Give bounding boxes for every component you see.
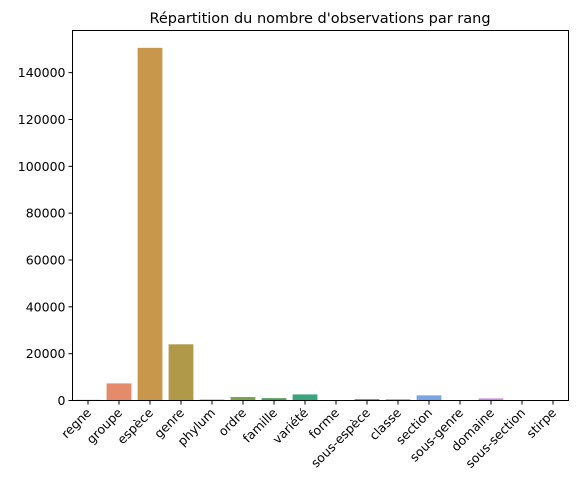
bar-10 bbox=[385, 399, 411, 401]
y-tick-label: 100000 bbox=[18, 159, 66, 174]
bar-13 bbox=[478, 398, 504, 401]
y-tick-label: 40000 bbox=[26, 299, 66, 314]
x-axis: regnegroupeespècegenrephylumordrefamille… bbox=[58, 400, 559, 471]
bar-6 bbox=[261, 398, 287, 401]
bar-2 bbox=[137, 47, 163, 401]
y-tick-label: 120000 bbox=[18, 112, 66, 127]
bar-5 bbox=[230, 396, 256, 401]
y-tick-label: 60000 bbox=[26, 252, 66, 267]
y-axis: 0 20000 40000 60000 80000 100000 120000 140000 bbox=[18, 65, 73, 408]
plot-frame bbox=[72, 30, 569, 401]
bars-group bbox=[75, 47, 566, 401]
bar-11 bbox=[416, 395, 442, 401]
bar-3 bbox=[168, 344, 194, 401]
bar-1 bbox=[106, 383, 132, 401]
bar-9 bbox=[354, 399, 380, 401]
y-tick-label: 0 bbox=[58, 393, 66, 408]
y-tick-label: 20000 bbox=[26, 346, 66, 361]
y-tick-label: 80000 bbox=[26, 206, 66, 221]
x-tick-label: variété bbox=[269, 405, 311, 447]
bar-7 bbox=[292, 394, 318, 401]
y-tick-label: 140000 bbox=[18, 65, 66, 80]
chart-title: Répartition du nombre d'observations par… bbox=[149, 11, 490, 27]
x-tick-label: stirpe bbox=[523, 405, 559, 441]
